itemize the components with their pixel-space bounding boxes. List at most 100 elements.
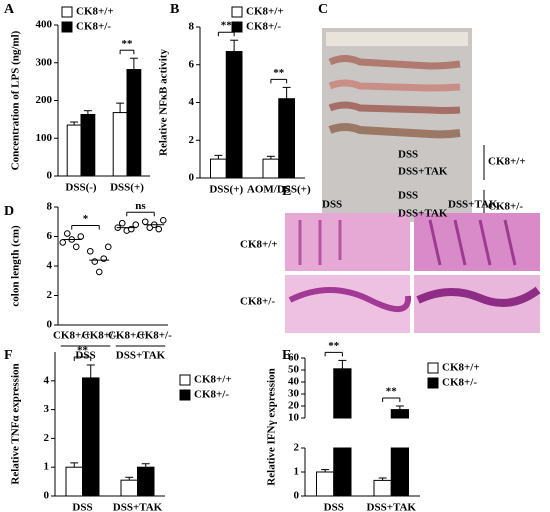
panel-label: E <box>282 184 291 199</box>
photo-row-label: DSS <box>398 190 418 202</box>
bar <box>373 479 392 497</box>
histology-e <box>285 213 541 333</box>
bar <box>210 158 227 179</box>
y-tick-label: 4 <box>189 96 195 108</box>
histology-row-label: CK8+/- <box>240 296 275 308</box>
y-tick-label: 0 <box>47 170 53 182</box>
data-point <box>77 233 85 240</box>
x-tick-label: CK8+/+ <box>108 330 146 342</box>
y-axis-label: colon length (cm) <box>10 225 22 307</box>
y-tick-label: 0 <box>189 172 195 184</box>
y-tick-label: 40 <box>288 376 300 388</box>
photo-row-label: DSS+TAK <box>398 208 448 220</box>
data-point <box>132 221 140 228</box>
y-tick-label: 200 <box>36 94 53 106</box>
bar <box>390 447 409 497</box>
legend-label: CK8+/+ <box>442 362 480 374</box>
legend-label: CK8+/- <box>442 377 477 389</box>
y-tick-label: 400 <box>36 19 53 31</box>
data-point <box>155 225 163 233</box>
legend-label: CK8+/+ <box>76 6 114 18</box>
y-tick-label: 2 <box>294 442 300 454</box>
y-tick-label: 1 <box>294 466 300 478</box>
data-point <box>72 243 80 251</box>
legend-swatch <box>61 21 73 33</box>
bar <box>82 377 100 497</box>
x-tick-label: CK8+/- <box>82 330 117 342</box>
y-tick-label: 2 <box>47 289 53 301</box>
y-tick-label: 6 <box>47 230 53 242</box>
bar <box>316 471 335 497</box>
x-tick-label: DSS(-) <box>65 182 97 194</box>
histology-col-label: DSS <box>322 199 342 211</box>
photo-group-label: CK8+/- <box>488 201 523 213</box>
legend-label: CK8+/+ <box>194 374 232 386</box>
legend-swatch <box>427 377 439 389</box>
data-point <box>86 247 94 255</box>
panel-label: B <box>170 2 179 17</box>
data-point <box>63 230 71 237</box>
bar <box>66 124 82 177</box>
legend-label: CK8+/- <box>246 21 281 33</box>
significance-label: * <box>83 213 89 225</box>
significance-label: ** <box>328 340 340 352</box>
photo-row-label: DSS+TAK <box>398 166 448 178</box>
significance-label: ** <box>221 20 233 32</box>
x-tick-label: DSS+TAK <box>367 502 417 512</box>
bar <box>333 368 352 419</box>
data-point <box>118 219 126 227</box>
y-tick-label: 300 <box>36 56 53 68</box>
significance-label: ** <box>273 67 285 79</box>
bar <box>333 447 352 497</box>
legend-swatch <box>231 6 243 18</box>
histology-col-label: DSS+TAK <box>448 199 498 211</box>
bar <box>278 98 295 179</box>
y-tick-label: 1 <box>44 461 50 473</box>
panel-label: D <box>4 204 14 219</box>
legend-label: CK8+/+ <box>246 6 284 18</box>
x-tick-label: DSS <box>72 502 92 512</box>
y-tick-label: 0 <box>294 490 300 502</box>
data-point <box>59 239 67 246</box>
y-tick-label: 50 <box>288 364 300 376</box>
bar <box>65 466 83 497</box>
legend-swatch <box>231 21 243 33</box>
photo-c <box>322 28 485 225</box>
legend-swatch <box>179 389 191 401</box>
legend-swatch <box>61 6 73 18</box>
bar <box>80 113 96 177</box>
legend-label: CK8+/- <box>194 389 229 401</box>
bar <box>262 158 280 179</box>
bar <box>225 51 243 179</box>
y-axis-label: Relative IFNγ expression <box>266 368 278 485</box>
x-tick-label: DSS <box>324 502 344 512</box>
y-axis-label: Concentration of LPS (ng/ml) <box>10 30 22 170</box>
x-tick-label: DSS(+) <box>110 182 144 194</box>
panel-label: E <box>282 348 291 363</box>
data-point <box>159 216 167 224</box>
y-tick-label: 0 <box>44 490 50 502</box>
histology-row-label: CK8+/+ <box>240 239 278 251</box>
y-axis-label: Relative NFκB activity <box>158 49 170 156</box>
x-tick-label: DSS(+) <box>209 184 243 196</box>
legend-swatch <box>427 362 439 374</box>
x-tick-label: DSS+TAK <box>113 502 163 512</box>
photo-group-label: CK8+/+ <box>488 156 526 168</box>
y-tick-label: 8 <box>47 201 53 213</box>
bar <box>390 409 409 419</box>
legend-label: CK8+/- <box>76 21 111 33</box>
legend-swatch <box>179 374 191 386</box>
y-tick-label: 4 <box>47 260 53 272</box>
bar <box>120 479 138 497</box>
y-tick-label: 8 <box>189 21 195 33</box>
significance-label: ** <box>77 344 89 356</box>
data-point <box>141 218 149 226</box>
photo-row-label: DSS <box>398 149 418 161</box>
y-tick-label: 60 <box>288 352 300 364</box>
data-point <box>104 243 112 251</box>
y-tick-label: 30 <box>288 388 300 400</box>
y-tick-label: 4 <box>44 374 50 386</box>
significance-label: ** <box>386 386 398 398</box>
y-axis-label: Relative TNFα expression <box>10 363 22 484</box>
